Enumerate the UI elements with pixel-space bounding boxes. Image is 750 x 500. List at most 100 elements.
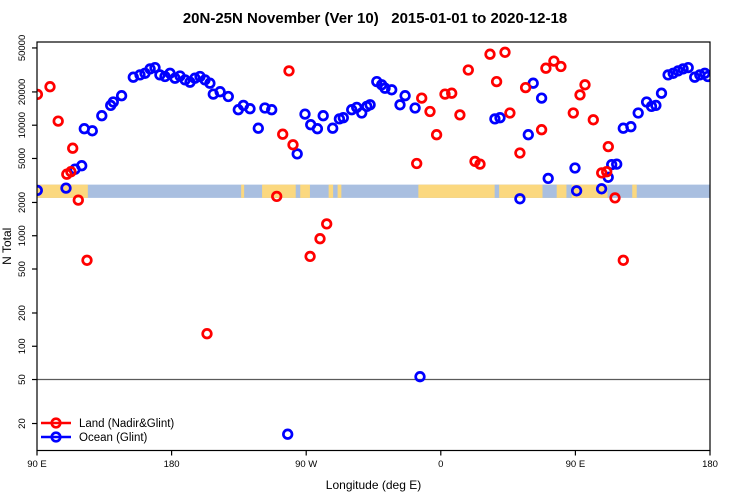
data-point: [154, 69, 166, 81]
data-point: [60, 182, 72, 194]
data-point: [462, 64, 474, 76]
data-point: [282, 428, 294, 440]
series-ocean: [37, 61, 710, 440]
x-tick-label: 90 W: [295, 459, 317, 470]
data-point: [535, 92, 548, 104]
map-strip-ocean-segment: [542, 184, 557, 198]
data-point: [555, 60, 567, 73]
data-point: [601, 166, 613, 178]
data-point: [446, 87, 458, 99]
data-point: [430, 129, 443, 141]
plot-box: [36, 41, 711, 452]
data-point: [291, 148, 303, 160]
series-land: [37, 46, 629, 340]
map-strip-land-segment: [337, 184, 342, 198]
data-point: [222, 90, 234, 103]
data-point: [595, 183, 608, 195]
data-point: [625, 121, 637, 133]
legend-marker: [50, 431, 62, 443]
x-axis: 90 E 180 90 W 0 90 E 180: [27, 450, 718, 470]
data-point: [514, 147, 526, 159]
data-point: [149, 61, 161, 74]
y-tick-label: 100: [17, 338, 28, 354]
data-point: [504, 107, 516, 119]
data-point: [379, 82, 391, 94]
data-point: [144, 63, 156, 75]
x-axis-title: Longitude (deg E): [326, 478, 421, 492]
data-point: [259, 102, 271, 114]
x-tick-label: 180: [164, 459, 180, 470]
map-strip-ocean-segment: [494, 184, 500, 198]
data-point: [327, 122, 339, 134]
data-point: [337, 112, 349, 124]
data-point: [271, 190, 283, 203]
data-point: [602, 140, 614, 153]
data-point: [386, 84, 398, 96]
y-tick-label: 2000: [17, 192, 28, 213]
data-point: [611, 158, 623, 170]
data-point: [107, 96, 119, 108]
data-point: [76, 160, 88, 172]
data-point: [321, 218, 333, 230]
data-point: [596, 167, 608, 179]
legend: Land (Nadir&Glint) Ocean (Glint): [41, 417, 174, 444]
x-tick-label: 180: [702, 459, 718, 470]
y-tick-label: 50: [17, 374, 28, 385]
x-tick-label: 0: [438, 459, 443, 470]
data-point: [311, 123, 324, 135]
data-point: [414, 371, 426, 383]
data-point: [454, 109, 466, 121]
data-point: [364, 99, 376, 111]
y-tick-label: 20000: [17, 79, 28, 105]
data-point: [632, 107, 644, 119]
data-point: [399, 90, 411, 102]
data-point: [609, 192, 621, 204]
data-point: [655, 87, 668, 99]
x-tick-label: 90 E: [27, 459, 47, 470]
data-point: [540, 62, 552, 74]
data-point: [489, 113, 501, 125]
data-point: [287, 139, 299, 151]
data-point: [677, 63, 689, 75]
data-point: [394, 99, 406, 111]
data-point: [522, 129, 534, 141]
data-point: [134, 69, 146, 81]
data-point: [115, 90, 128, 102]
data-point: [409, 102, 421, 114]
y-tick-label: 10000: [17, 112, 28, 138]
data-point: [682, 61, 694, 74]
data-point: [317, 110, 329, 122]
data-point: [519, 81, 532, 94]
map-strip-land-segment: [632, 184, 637, 198]
legend-marker: [50, 417, 62, 429]
data-point: [189, 72, 201, 84]
data-point: [96, 110, 108, 122]
plot-area: [37, 46, 710, 440]
data-point: [650, 99, 662, 112]
legend-label: Ocean (Glint): [79, 432, 148, 444]
data-point: [574, 89, 586, 101]
data-point: [201, 328, 213, 340]
data-point: [514, 193, 526, 205]
data-point: [299, 108, 311, 120]
map-strip-land-segment: [418, 184, 608, 198]
data-point: [65, 166, 77, 178]
data-point: [304, 250, 316, 263]
data-point: [416, 92, 428, 104]
y-tick-label: 20: [17, 418, 28, 429]
legend-label: Land (Nadir&Glint): [79, 418, 174, 430]
y-axis: 20 50 100 200 500 1000 2000 5000 10000 20000 50000: [17, 35, 37, 429]
data-point: [266, 104, 278, 116]
data-point: [587, 114, 599, 126]
y-tick-label: 5000: [17, 148, 28, 169]
data-point: [439, 88, 451, 100]
map-strip-ocean-segment: [37, 184, 710, 198]
y-tick-label: 50000: [17, 35, 28, 61]
data-point: [542, 172, 554, 185]
data-point: [44, 81, 56, 93]
data-point: [484, 48, 496, 60]
data-point: [81, 254, 93, 266]
map-strip-land-segment: [262, 184, 310, 198]
